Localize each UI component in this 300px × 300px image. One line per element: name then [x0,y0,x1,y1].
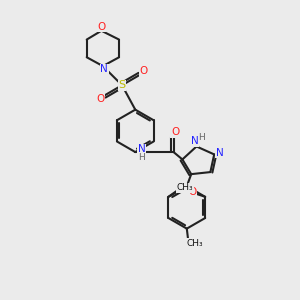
Text: N: N [216,148,224,158]
Text: O: O [97,22,106,32]
Text: S: S [118,80,126,90]
Text: O: O [188,187,196,197]
Text: O: O [96,94,105,104]
Text: N: N [138,144,146,154]
Text: H: H [183,186,190,195]
Text: O: O [171,127,179,137]
Text: N: N [191,136,199,146]
Text: H: H [198,133,205,142]
Text: N: N [100,64,108,74]
Text: O: O [140,66,148,76]
Text: CH₃: CH₃ [177,183,194,192]
Text: CH₃: CH₃ [186,239,203,248]
Text: H: H [138,153,145,162]
